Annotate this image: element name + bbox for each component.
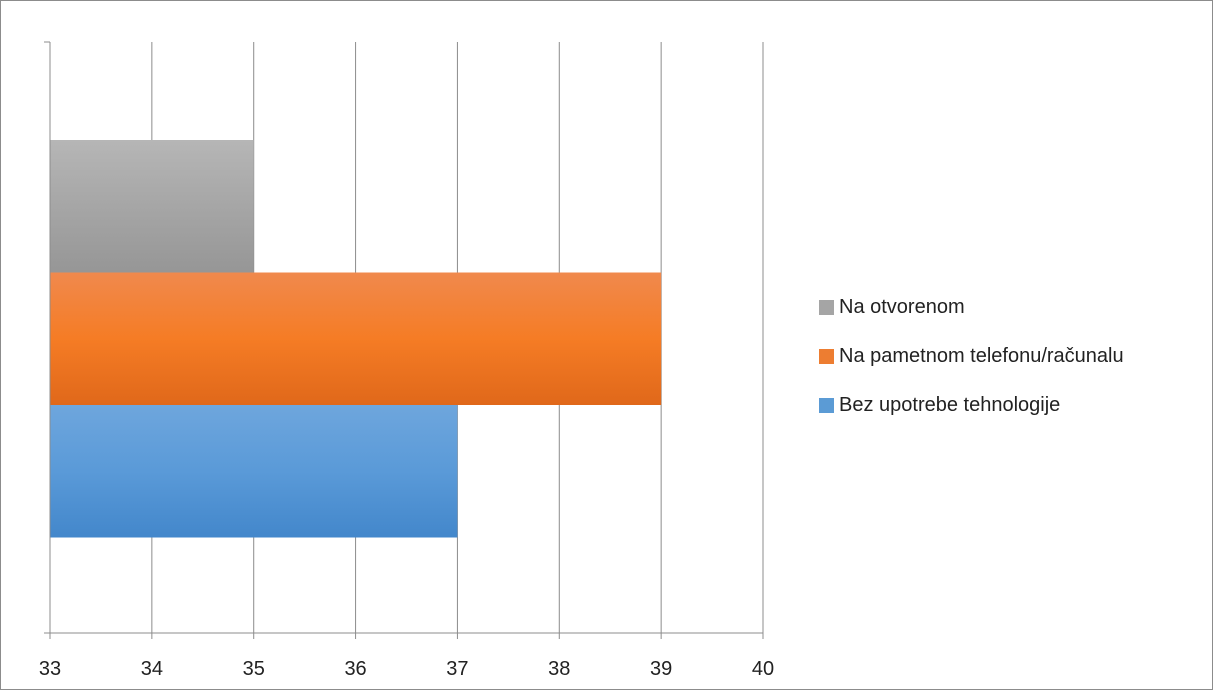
legend-label: Na pametnom telefonu/računalu — [839, 344, 1124, 367]
x-tick-label: 36 — [344, 658, 366, 680]
x-tick-label: 34 — [141, 658, 163, 680]
legend-item-na-otvorenom: Na otvorenom — [819, 291, 1209, 323]
x-tick-label: 40 — [752, 658, 774, 680]
legend: Na otvorenom Na pametnom telefonu/računa… — [819, 291, 1209, 438]
legend-item-bez-upotrebe-tehnologije: Bez upotrebe tehnologije — [819, 389, 1209, 421]
bar-na-otvorenom — [50, 140, 254, 273]
legend-label: Bez upotrebe tehnologije — [839, 393, 1061, 416]
legend-swatch — [819, 299, 834, 315]
legend-item-na-pametnom-telefonu: Na pametnom telefonu/računalu — [819, 340, 1209, 372]
x-tick-label: 39 — [650, 658, 672, 680]
axis — [44, 41, 764, 639]
tick-labels: 33 34 35 36 37 38 39 40 — [39, 658, 774, 680]
x-tick-label: 37 — [446, 658, 468, 680]
bar-na-pametnom-telefonu-ra-unalu — [50, 272, 662, 405]
x-tick-label: 38 — [548, 658, 570, 680]
bars — [50, 140, 662, 538]
x-tick-label: 35 — [243, 658, 265, 680]
legend-swatch — [819, 397, 834, 413]
legend-swatch — [819, 348, 834, 364]
bar-bez-upotrebe-tehnologije — [50, 405, 458, 538]
x-tick-label: 33 — [39, 658, 61, 680]
legend-label: Na otvorenom — [839, 295, 965, 318]
